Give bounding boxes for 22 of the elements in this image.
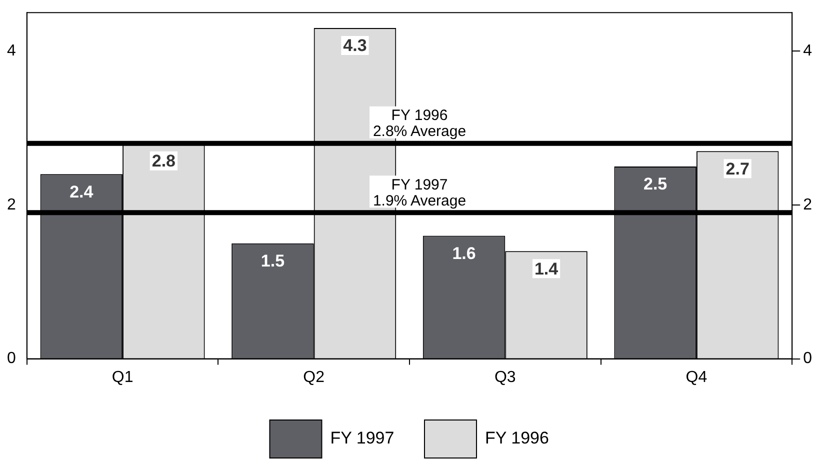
data-label: 1.6 [452, 244, 476, 263]
ref-line-label: FY 1996 2.8% Average [372, 107, 466, 140]
x-tick-label: Q3 [494, 368, 516, 386]
data-label: 4.3 [343, 36, 367, 56]
y2-tick-label: 4 [6, 42, 16, 60]
data-label: 1.5 [260, 252, 285, 271]
legend-label: FY 1996 [485, 428, 549, 448]
y2-tick-label: 0 [6, 350, 16, 368]
legend-label: FY 1997 [330, 428, 394, 448]
data-label: 2.4 [70, 182, 94, 202]
data-label: 2.5 [644, 174, 668, 194]
y-tick-label: 0 [803, 350, 812, 368]
y2-tick-label: 2 [6, 196, 16, 214]
data-label: 2.8 [152, 152, 176, 171]
data-label: 2.7 [726, 159, 750, 178]
ref-line-label: FY 1997 1.9% Average [372, 176, 466, 210]
x-tick-label: Q4 [686, 368, 708, 386]
y-tick-label: 4 [803, 42, 812, 60]
y-tick-label: 2 [803, 196, 812, 214]
x-tick-label: Q2 [303, 368, 325, 386]
x-tick-label: Q1 [112, 368, 134, 386]
data-label: 1.4 [534, 259, 559, 278]
